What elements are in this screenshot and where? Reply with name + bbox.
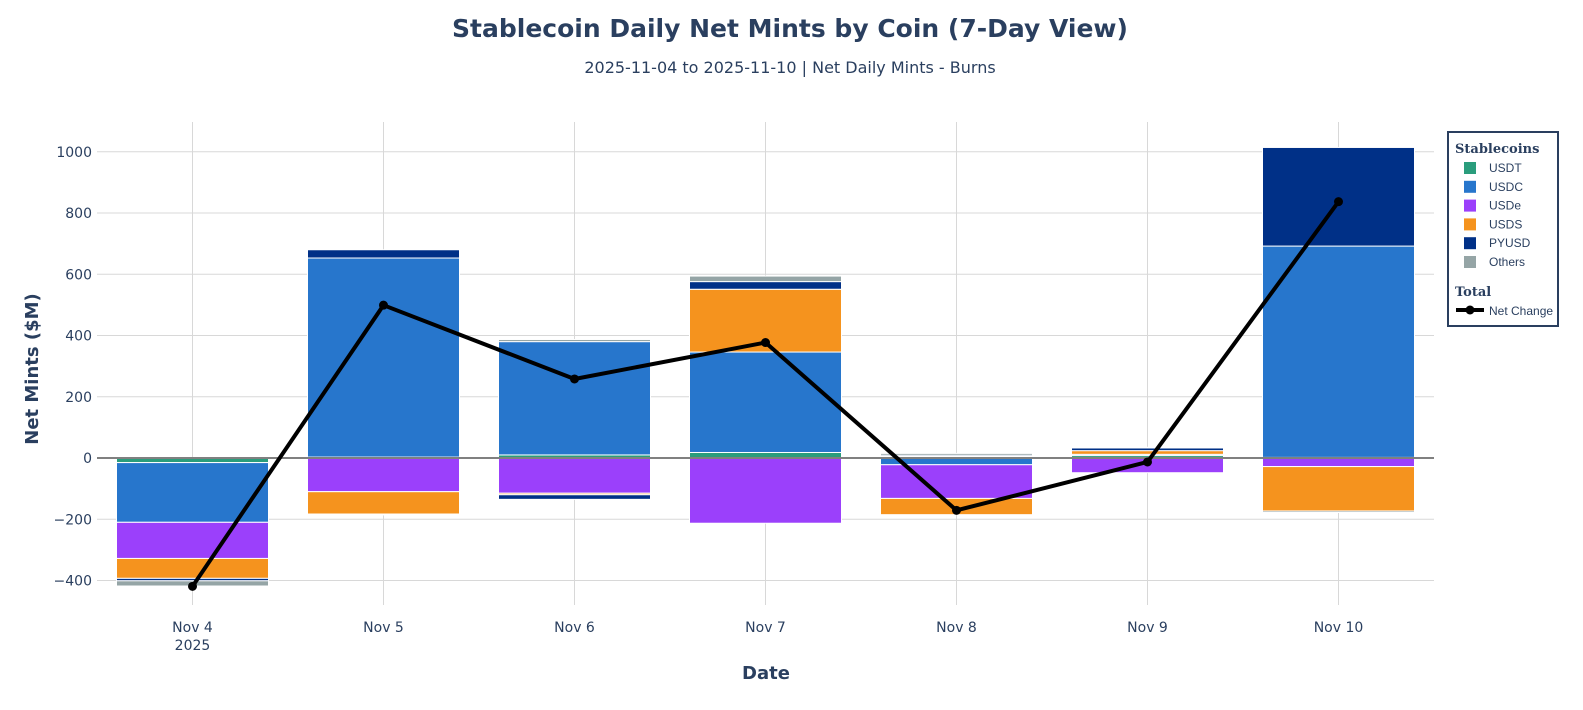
legend-swatch-usds: [1464, 218, 1476, 231]
net-change-point-nov-6: [570, 374, 579, 384]
bar-pyusd-nov-10: [1262, 146, 1415, 247]
bar-usde-nov-5: [307, 457, 460, 493]
bar-usds-nov-9: [1071, 450, 1224, 455]
x-tick-label: Nov 7: [745, 620, 786, 636]
bar-others-nov-6: [498, 338, 651, 343]
y-tick-label: 1000: [56, 145, 92, 161]
legend-line-title: Total: [1455, 285, 1491, 300]
bar-others-nov-9: [1071, 446, 1224, 449]
legend-items: USDT USDC USDe USDS PYUSD Others Net Change: [1456, 161, 1553, 318]
legend-swatch-usde: [1464, 199, 1476, 212]
net-change-point-nov-4: [188, 581, 197, 591]
net-change-point-nov-9: [1143, 457, 1152, 467]
legend-swatch-pyusd: [1464, 237, 1476, 250]
y-tick-label: 600: [65, 267, 92, 283]
y-axis-ticks: 1000 800 600 400 200 0 −200 −400: [54, 145, 92, 590]
y-tick-label: −400: [54, 574, 92, 590]
legend: Stablecoins Total USDT USDC USDe USDS PYUSD O…: [1447, 131, 1559, 327]
y-axis-title: Net Mints ($M): [22, 293, 43, 445]
bar-usde-nov-10: [1262, 457, 1415, 468]
legend-label-others: Others: [1489, 255, 1525, 269]
x-tick-label: Nov 4: [172, 620, 213, 636]
legend-marker-net-change: [1465, 305, 1475, 315]
legend-label-usdc: USDC: [1489, 180, 1523, 194]
x-axis-ticks: Nov 4 Nov 5 Nov 6 Nov 7 Nov 8 Nov 9 Nov 10 2025: [172, 620, 1363, 654]
bar-usds-nov-4: [116, 557, 269, 579]
bar-usds-nov-10: [1262, 466, 1415, 512]
y-tick-label: 0: [83, 451, 92, 467]
x-tick-year-label: 2025: [175, 638, 211, 654]
net-change-point-nov-8: [952, 505, 961, 515]
net-change-point-nov-7: [761, 338, 770, 348]
bar-usdc-nov-4: [116, 462, 269, 523]
legend-label-usdt: USDT: [1489, 161, 1522, 175]
legend-label-net-change: Net Change: [1489, 304, 1553, 318]
legend-swatch-others: [1464, 256, 1476, 268]
x-tick-label: Nov 10: [1314, 620, 1364, 636]
net-change-line-layer: [188, 197, 1343, 591]
bar-others-nov-10: [1262, 510, 1415, 514]
bar-usdc-nov-10: [1262, 245, 1415, 458]
net-change-point-nov-10: [1334, 197, 1343, 207]
bar-pyusd-nov-6: [498, 494, 651, 500]
legend-title: Stablecoins: [1455, 142, 1539, 157]
bar-others-nov-7: [689, 275, 842, 283]
chart-subtitle: 2025-11-04 to 2025-11-10 | Net Daily Min…: [584, 58, 995, 77]
y-tick-label: 400: [65, 329, 92, 345]
bar-usde-nov-6: [498, 457, 651, 494]
bar-pyusd-nov-7: [689, 281, 842, 290]
bar-usde-nov-4: [116, 521, 269, 559]
legend-label-usds: USDS: [1489, 217, 1522, 231]
y-tick-label: 800: [65, 206, 92, 222]
y-tick-label: 200: [65, 390, 92, 406]
x-tick-label: Nov 8: [936, 620, 977, 636]
chart-title: Stablecoin Daily Net Mints by Coin (7-Da…: [452, 14, 1128, 43]
legend-swatch-usdc: [1464, 180, 1476, 193]
bar-usde-nov-8: [880, 464, 1033, 499]
y-tick-label: −200: [54, 512, 92, 528]
legend-label-usde: USDe: [1489, 199, 1521, 213]
bar-pyusd-nov-5: [307, 249, 460, 259]
legend-swatch-usdt: [1464, 162, 1476, 174]
net-change-point-nov-5: [379, 300, 388, 310]
bars: [116, 146, 1415, 587]
x-tick-label: Nov 5: [363, 620, 404, 636]
x-tick-label: Nov 9: [1127, 620, 1168, 636]
x-tick-label: Nov 6: [554, 620, 595, 636]
legend-label-pyusd: PYUSD: [1489, 236, 1531, 250]
bar-others-nov-8: [880, 452, 1033, 456]
bar-usdc-nov-7: [689, 351, 842, 453]
bar-usdc-nov-5: [307, 257, 460, 458]
x-axis-title: Date: [742, 663, 790, 684]
bar-usde-nov-7: [689, 457, 842, 524]
bar-usds-nov-5: [307, 491, 460, 515]
bar-others-nov-5: [307, 513, 460, 516]
